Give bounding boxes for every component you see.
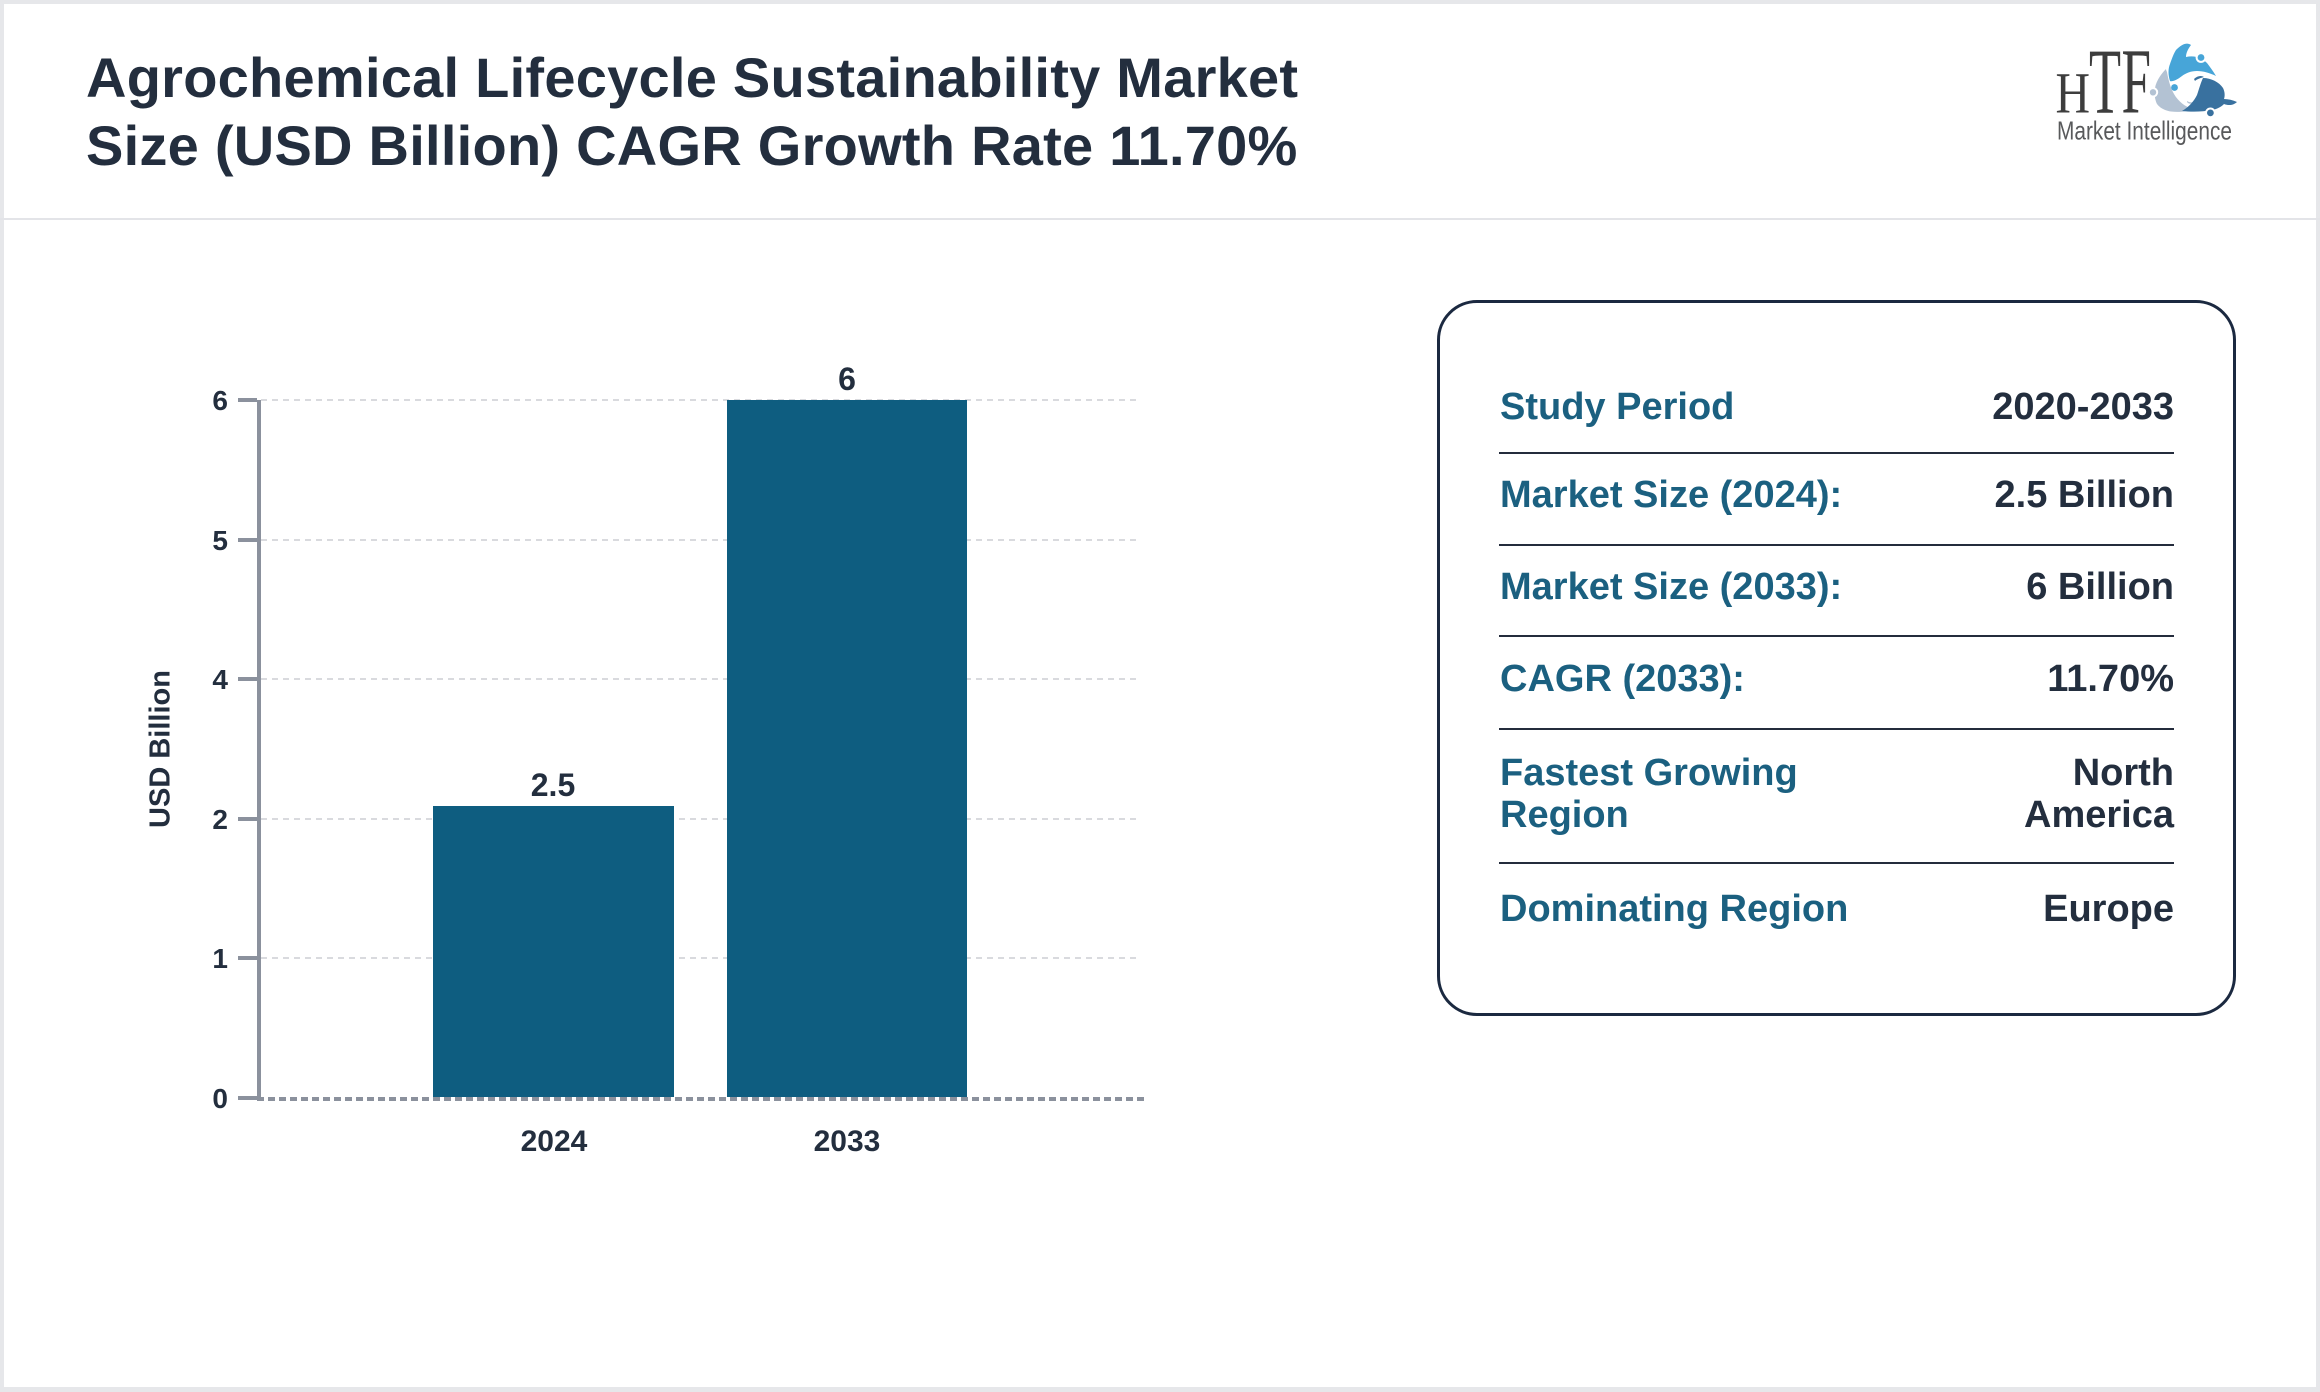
svg-text:T: T [2089, 40, 2121, 134]
svg-text:H: H [2056, 61, 2091, 126]
svg-text:F: F [2122, 40, 2152, 134]
svg-text:Market Intelligence: Market Intelligence [2057, 116, 2232, 146]
